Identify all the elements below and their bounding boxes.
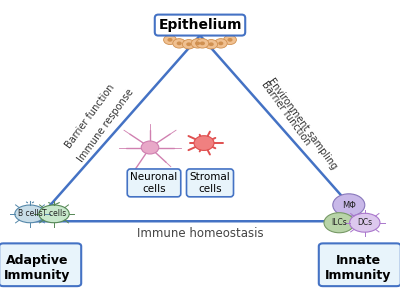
FancyBboxPatch shape bbox=[0, 243, 81, 286]
Text: Neuronal
cells: Neuronal cells bbox=[130, 172, 178, 194]
Ellipse shape bbox=[333, 194, 365, 216]
Text: Environment sampling: Environment sampling bbox=[266, 76, 338, 171]
Circle shape bbox=[191, 39, 204, 48]
Text: ILCs: ILCs bbox=[331, 218, 347, 227]
Text: T cells: T cells bbox=[42, 209, 66, 218]
Circle shape bbox=[200, 42, 205, 45]
Circle shape bbox=[218, 42, 223, 45]
Text: Epithelium: Epithelium bbox=[158, 18, 242, 32]
Text: Adaptive
Immunity: Adaptive Immunity bbox=[4, 255, 70, 282]
Circle shape bbox=[209, 42, 214, 46]
Ellipse shape bbox=[324, 213, 354, 233]
Circle shape bbox=[173, 39, 186, 48]
Circle shape bbox=[164, 35, 176, 45]
Text: B cells: B cells bbox=[18, 209, 42, 218]
Ellipse shape bbox=[15, 205, 45, 223]
Circle shape bbox=[182, 40, 195, 49]
Circle shape bbox=[195, 42, 200, 45]
Ellipse shape bbox=[350, 213, 380, 232]
Circle shape bbox=[224, 35, 236, 45]
Text: Barrier function: Barrier function bbox=[64, 83, 116, 150]
Circle shape bbox=[186, 42, 191, 46]
Text: Immune homeostasis: Immune homeostasis bbox=[137, 227, 263, 240]
FancyBboxPatch shape bbox=[319, 243, 400, 286]
Circle shape bbox=[168, 38, 172, 42]
Text: DCs: DCs bbox=[357, 218, 372, 227]
Circle shape bbox=[214, 39, 227, 48]
Text: Barrier function: Barrier function bbox=[260, 80, 312, 148]
Circle shape bbox=[228, 38, 232, 42]
Text: Innate
Immunity: Innate Immunity bbox=[325, 255, 391, 282]
Circle shape bbox=[205, 40, 218, 49]
Circle shape bbox=[141, 141, 159, 154]
Text: Stromal
cells: Stromal cells bbox=[190, 172, 230, 194]
Circle shape bbox=[177, 42, 182, 45]
Text: MΦ: MΦ bbox=[342, 201, 356, 209]
Circle shape bbox=[196, 39, 209, 48]
Text: Immune response: Immune response bbox=[76, 87, 136, 164]
Ellipse shape bbox=[39, 205, 69, 223]
Circle shape bbox=[194, 136, 214, 150]
